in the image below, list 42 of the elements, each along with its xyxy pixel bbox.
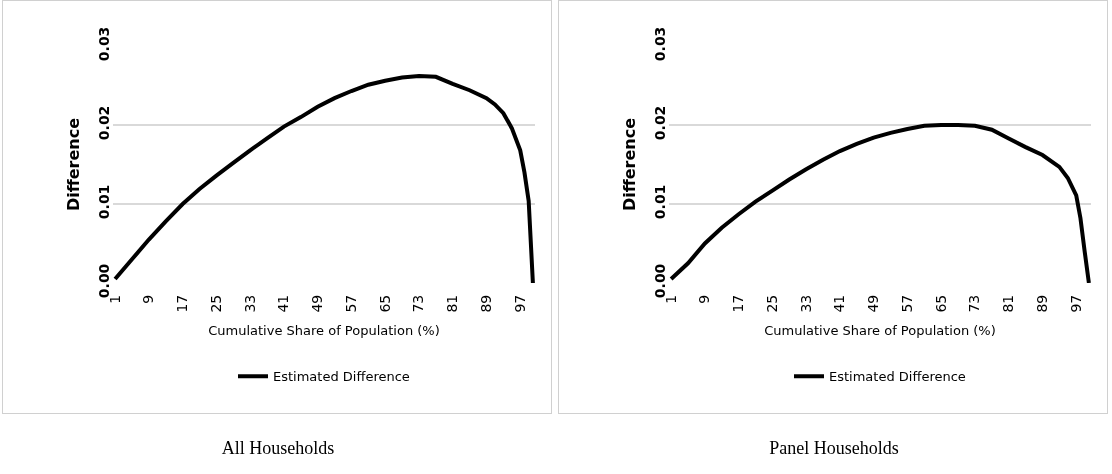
y-tick-label: 0.02 (652, 105, 669, 141)
x-axis-title: Cumulative Share of Population (%) (764, 323, 996, 339)
x-tick-label: 57 (898, 294, 915, 313)
x-axis-title: Cumulative Share of Population (%) (208, 323, 440, 339)
x-tick-label: 25 (207, 294, 224, 313)
x-tick-label: 41 (275, 294, 292, 313)
line-series (113, 74, 535, 283)
legend-label: Estimated Difference (273, 369, 410, 385)
x-tick-label: 17 (174, 294, 191, 313)
y-tick-label: 0.00 (96, 263, 113, 299)
x-tick-label: 89 (478, 294, 495, 313)
y-tick-label: 0.00 (652, 263, 669, 299)
x-tick-label: 73 (966, 294, 983, 313)
line-series (669, 123, 1091, 283)
y-tick-label: 0.01 (652, 184, 669, 220)
y-tick-label: 0.02 (96, 105, 113, 141)
y-axis-title: Difference (620, 117, 640, 212)
text: All Households (220, 438, 336, 459)
x-tick-label: 33 (797, 294, 814, 313)
x-tick-label: 81 (1000, 294, 1017, 313)
x-tick-label: 97 (511, 294, 528, 313)
x-tick-label: 73 (410, 294, 427, 313)
x-tick-label: 81 (444, 294, 461, 313)
y-axis-title: Difference (64, 117, 84, 212)
x-tick-label: 49 (865, 294, 882, 313)
x-tick-label: 17 (730, 294, 747, 313)
legend-label: Estimated Difference (829, 369, 966, 385)
x-tick-label: 57 (342, 294, 359, 313)
x-tick-label: 9 (140, 294, 157, 304)
x-tick-label: 65 (932, 294, 949, 313)
y-tick-label: 0.03 (96, 26, 113, 62)
x-tick-label: 9 (696, 294, 713, 304)
x-tick-label: 25 (763, 294, 780, 313)
y-tick-label: 0.03 (652, 26, 669, 62)
x-tick-label: 41 (831, 294, 848, 313)
x-tick-label: 49 (309, 294, 326, 313)
x-tick-label: 89 (1034, 294, 1051, 313)
text: Panel Households (768, 438, 900, 459)
y-tick-label: 0.01 (96, 184, 113, 220)
x-tick-label: 33 (241, 294, 258, 313)
x-tick-label: 97 (1067, 294, 1084, 313)
x-tick-label: 65 (376, 294, 393, 313)
